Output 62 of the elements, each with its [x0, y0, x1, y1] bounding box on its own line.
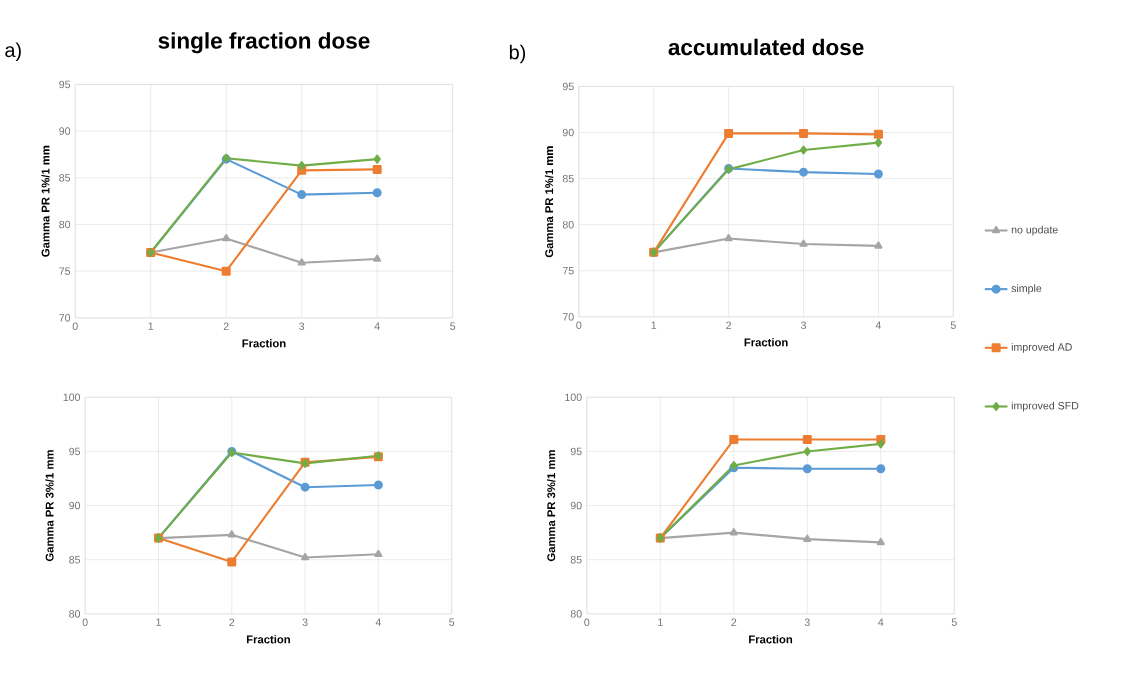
- y-tick-label: 80: [69, 609, 81, 618]
- chart-title: single fraction dose: [158, 31, 370, 54]
- x-tick-label: 1: [658, 618, 663, 626]
- x-tick-label: 4: [374, 322, 380, 330]
- y-tick-label: 85: [59, 173, 71, 182]
- x-tick-label: 1: [156, 618, 161, 626]
- text: a): [5, 42, 21, 61]
- y-tick-label: 100: [63, 393, 81, 401]
- legend-label: no update: [1011, 225, 1058, 236]
- y-tick-label: 95: [69, 447, 81, 455]
- y-tick-label: 70: [562, 312, 574, 321]
- x-tick-label: 0: [584, 618, 590, 626]
- y-tick-label: 75: [562, 266, 574, 275]
- x-tick-label: 3: [302, 618, 308, 626]
- y-tick-label: 90: [59, 127, 71, 135]
- x-tick-label: 0: [72, 322, 78, 330]
- y-axis-title: Gamma PR 1%/1 mm: [41, 145, 50, 257]
- y-axis-title: Gamma PR 1%/1 mm: [544, 146, 554, 257]
- x-tick-label: 1: [148, 322, 154, 330]
- y-tick-label: 85: [562, 174, 574, 183]
- x-tick-label: 0: [576, 321, 582, 329]
- x-axis-title: Fraction: [246, 634, 290, 644]
- x-tick-label: 1: [651, 321, 657, 329]
- text: b): [509, 44, 526, 64]
- y-tick-label: 90: [562, 128, 574, 137]
- x-tick-label: 5: [950, 321, 956, 329]
- x-tick-label: 5: [450, 322, 456, 330]
- x-tick-label: 3: [800, 321, 806, 329]
- y-tick-label: 95: [562, 82, 574, 90]
- x-tick-label: 3: [804, 618, 810, 626]
- x-tick-label: 0: [82, 618, 88, 626]
- x-tick-label: 4: [375, 618, 382, 626]
- y-tick-label: 100: [565, 393, 582, 401]
- y-tick-label: 95: [59, 80, 71, 88]
- x-tick-label: 3: [299, 322, 305, 330]
- x-tick-label: 2: [223, 322, 229, 330]
- y-tick-label: 80: [570, 609, 582, 618]
- y-tick-label: 80: [59, 220, 71, 229]
- legend-label: simple: [1011, 284, 1042, 294]
- y-tick-label: 90: [570, 501, 582, 510]
- x-tick-label: 2: [731, 618, 737, 626]
- x-axis-title: Fraction: [749, 634, 793, 644]
- x-tick-label: 5: [951, 618, 957, 626]
- y-axis-title: Gamma PR 3%/1 mm: [45, 450, 54, 561]
- x-tick-label: 4: [875, 321, 882, 329]
- x-tick-label: 2: [726, 321, 732, 329]
- y-tick-label: 75: [59, 267, 71, 275]
- chart-title: accumulated dose: [668, 38, 864, 56]
- x-axis-title: Fraction: [744, 337, 788, 347]
- y-tick-label: 95: [570, 447, 582, 455]
- x-axis-title: Fraction: [242, 338, 286, 348]
- y-tick-label: 85: [69, 555, 81, 564]
- y-tick-label: 85: [570, 555, 582, 564]
- x-tick-label: 5: [449, 618, 455, 626]
- legend-label: improved AD: [1011, 342, 1072, 353]
- y-tick-label: 70: [59, 313, 71, 322]
- x-tick-label: 4: [878, 618, 884, 626]
- y-tick-label: 80: [562, 220, 574, 229]
- x-tick-label: 2: [229, 618, 235, 626]
- y-axis-title: Gamma PR 3%/1 mm: [546, 450, 556, 561]
- y-tick-label: 90: [69, 501, 81, 510]
- legend-label: improved SFD: [1011, 401, 1079, 412]
